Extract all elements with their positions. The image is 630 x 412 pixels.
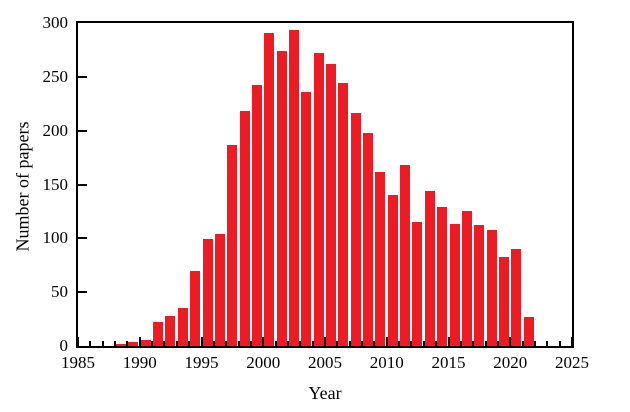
x-tick-label-1990: 1990 (122, 353, 157, 372)
bar-2002 (288, 29, 299, 346)
x-minor-tick-2014 (435, 341, 438, 346)
bar-1989 (128, 341, 139, 346)
bar-2001 (276, 51, 287, 346)
bar-2016 (461, 211, 472, 346)
x-minor-tick-2012 (410, 341, 413, 346)
y-major-tick-200 (78, 129, 87, 132)
bar-2011 (400, 165, 411, 346)
x-tick-label-2005: 2005 (308, 353, 342, 372)
x-minor-tick-2011 (398, 341, 401, 346)
x-minor-tick-2022 (533, 341, 536, 346)
y-major-tick-250 (78, 75, 87, 78)
bar-2007 (350, 113, 361, 346)
x-minor-tick-1998 (237, 341, 240, 346)
x-minor-tick-1987 (101, 341, 104, 346)
x-minor-tick-1986 (89, 341, 92, 346)
bar-1995 (202, 239, 213, 346)
y-major-tick-100 (78, 237, 87, 240)
x-minor-tick-2023 (546, 341, 549, 346)
y-tick-label-150: 150 (42, 174, 69, 194)
bar-2012 (412, 222, 423, 346)
y-tick-label-0: 0 (59, 336, 69, 355)
x-minor-tick-1991 (151, 341, 154, 346)
y-tick-label-200: 200 (42, 120, 69, 140)
x-minor-tick-1994 (188, 341, 191, 346)
bar-2008 (363, 132, 374, 346)
bar-2009 (375, 171, 386, 346)
bar-1992 (165, 315, 176, 346)
x-major-tick-2010 (385, 337, 388, 346)
x-minor-tick-2018 (484, 341, 487, 346)
x-minor-tick-1996 (212, 341, 215, 346)
x-minor-tick-1999 (249, 341, 252, 346)
x-minor-tick-2004 (311, 341, 314, 346)
x-tick-label-1985: 1985 (61, 353, 95, 372)
bar-2015 (449, 224, 460, 346)
bar-2003 (301, 91, 312, 346)
bar-1993 (177, 308, 188, 346)
x-minor-tick-2024 (558, 341, 561, 346)
x-minor-tick-1997 (225, 341, 228, 346)
x-tick-label-1995: 1995 (184, 353, 219, 372)
x-major-tick-2015 (447, 337, 450, 346)
x-minor-tick-2013 (422, 341, 425, 346)
x-minor-tick-2002 (286, 341, 289, 346)
bar-2006 (338, 83, 349, 346)
bar-2010 (387, 195, 398, 346)
bar-1990 (140, 339, 151, 346)
bar-2004 (313, 53, 324, 346)
x-minor-tick-2006 (336, 341, 339, 346)
plot-area (76, 21, 574, 348)
y-tick-label-300: 300 (42, 13, 69, 32)
bar-2014 (437, 207, 448, 346)
y-tick-label-50: 50 (51, 282, 68, 302)
x-minor-tick-2003 (299, 341, 302, 346)
bar-2019 (498, 256, 509, 346)
y-tick-label-250: 250 (42, 66, 69, 86)
x-minor-tick-2008 (361, 341, 364, 346)
x-tick-label-2000: 2000 (246, 353, 281, 372)
x-tick-label-2020: 2020 (493, 353, 528, 372)
bar-1991 (153, 322, 164, 346)
x-minor-tick-2017 (472, 341, 475, 346)
y-major-tick-150 (78, 183, 87, 186)
x-minor-tick-1988 (114, 341, 117, 346)
bar-2021 (523, 316, 534, 346)
bar-1988 (116, 343, 127, 346)
x-major-tick-2020 (509, 337, 512, 346)
x-minor-tick-1992 (163, 341, 166, 346)
bar-2017 (474, 225, 485, 346)
x-minor-tick-2007 (348, 341, 351, 346)
x-major-tick-2005 (324, 337, 326, 346)
bar-2000 (264, 32, 275, 346)
x-minor-tick-2019 (496, 341, 499, 346)
x-axis-title: Year (308, 383, 342, 403)
y-major-tick-50 (78, 291, 87, 294)
x-major-tick-1990 (138, 337, 141, 346)
x-minor-tick-2001 (274, 341, 277, 346)
x-minor-tick-2009 (373, 341, 376, 346)
bar-1998 (239, 111, 250, 346)
bar-1996 (214, 234, 225, 346)
bar-1994 (190, 270, 201, 346)
x-tick-label-2015: 2015 (431, 353, 466, 372)
bar-2013 (424, 191, 435, 346)
y-tick-label-100: 100 (42, 228, 69, 248)
bar-2020 (511, 249, 522, 346)
x-minor-tick-2021 (521, 341, 524, 346)
x-tick-label-2010: 2010 (369, 353, 404, 372)
x-minor-tick-1989 (126, 341, 129, 346)
x-major-tick-1995 (200, 337, 203, 346)
x-major-tick-2000 (262, 337, 265, 346)
bar-1999 (251, 85, 262, 346)
bar-2018 (486, 229, 497, 346)
x-major-tick-2025 (571, 337, 573, 346)
x-minor-tick-2016 (459, 341, 462, 346)
x-major-tick-1985 (77, 337, 79, 346)
bar-1997 (227, 144, 238, 346)
x-minor-tick-1993 (175, 341, 178, 346)
bar-2005 (326, 63, 336, 346)
x-tick-label-2025: 2025 (555, 353, 589, 372)
